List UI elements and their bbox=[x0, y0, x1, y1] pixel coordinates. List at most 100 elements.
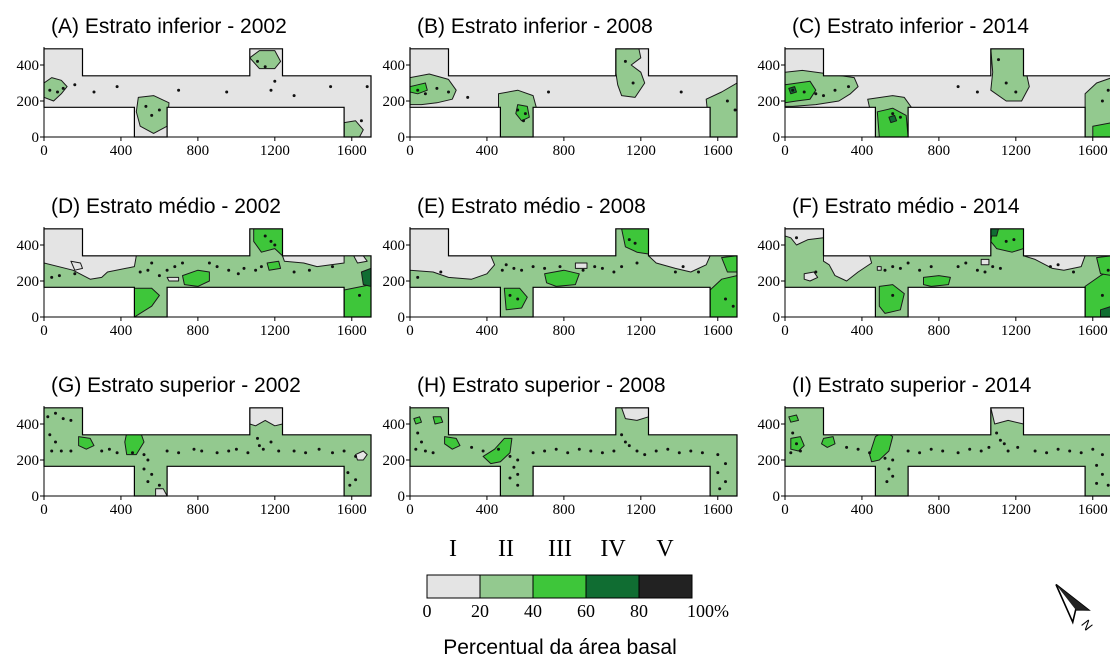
tree-point bbox=[165, 449, 169, 453]
plot-area bbox=[785, 48, 1110, 137]
tree-point bbox=[150, 261, 154, 265]
x-tick-label: 400 bbox=[110, 502, 133, 518]
tree-point bbox=[1004, 239, 1008, 243]
tree-point bbox=[115, 451, 119, 455]
tree-point bbox=[554, 447, 558, 451]
tree-point bbox=[516, 108, 520, 112]
contour-patch bbox=[869, 430, 894, 463]
tree-point bbox=[566, 451, 570, 455]
x-tick-label: 800 bbox=[187, 502, 210, 518]
contour-patch bbox=[155, 488, 168, 496]
map-panel: (E) Estrato médio - 2008 0 400 800 1200 1600 0… bbox=[383, 195, 738, 339]
map-panel: (H) Estrato superior - 2008 0 400 800 1200 16… bbox=[383, 374, 738, 518]
contour-layer bbox=[410, 228, 737, 317]
plot-area bbox=[785, 407, 1110, 496]
tree-point bbox=[504, 263, 508, 267]
tree-point bbox=[331, 265, 334, 269]
x-tick-label: 1600 bbox=[703, 502, 733, 518]
y-tick-label: 200 bbox=[17, 94, 40, 110]
x-tick-label: 1200 bbox=[626, 323, 656, 339]
x-tick-label: 0 bbox=[406, 502, 414, 518]
tree-point bbox=[69, 418, 73, 422]
x-tick-label: 0 bbox=[406, 323, 414, 339]
y-tick-label: 400 bbox=[17, 238, 40, 254]
x-tick-label: 400 bbox=[110, 143, 133, 159]
tree-point bbox=[633, 241, 637, 245]
tree-point bbox=[292, 94, 296, 98]
tree-point bbox=[516, 472, 520, 476]
tree-point bbox=[1045, 451, 1049, 455]
tree-point bbox=[906, 261, 910, 265]
tree-point bbox=[516, 458, 520, 462]
x-tick-label: 0 bbox=[40, 323, 48, 339]
tree-point bbox=[481, 449, 485, 453]
tree-point bbox=[979, 449, 983, 453]
north-arrow-icon: N bbox=[1055, 583, 1096, 633]
tree-point bbox=[431, 451, 435, 455]
tree-point bbox=[956, 451, 960, 455]
panel-title: (I) Estrato superior - 2014 bbox=[792, 374, 1032, 397]
contour-patch bbox=[166, 276, 180, 282]
tree-point bbox=[600, 451, 604, 455]
map-panel: (C) Estrato inferior - 2014 0 400 800 1200 16… bbox=[758, 15, 1110, 159]
map-panel: (F) Estrato médio - 2014 0 400 800 1200 1600 0… bbox=[758, 195, 1110, 339]
tree-point bbox=[1106, 483, 1110, 487]
contour-patch bbox=[788, 414, 799, 423]
tree-point bbox=[177, 88, 181, 92]
tree-point bbox=[365, 85, 369, 89]
legend-class-ii: II bbox=[498, 536, 514, 562]
tree-point bbox=[512, 465, 516, 469]
tree-point bbox=[887, 467, 891, 471]
tree-point bbox=[150, 113, 154, 117]
tree-point bbox=[589, 449, 593, 453]
legend-swatch bbox=[638, 574, 693, 599]
legend-class-i: I bbox=[449, 536, 457, 562]
tree-point bbox=[891, 265, 895, 269]
tree-point bbox=[998, 266, 1002, 270]
tree-point bbox=[975, 268, 979, 272]
tree-point bbox=[439, 270, 443, 274]
tree-point bbox=[59, 449, 63, 453]
tree-point bbox=[883, 268, 887, 272]
y-tick-label: 200 bbox=[383, 94, 406, 110]
tree-point bbox=[600, 266, 604, 270]
tree-point bbox=[681, 265, 685, 269]
y-tick-label: 0 bbox=[773, 130, 781, 146]
tree-point bbox=[157, 108, 161, 112]
y-tick-label: 200 bbox=[758, 453, 781, 469]
tree-point bbox=[891, 474, 895, 478]
tree-point bbox=[956, 265, 960, 269]
tree-point bbox=[791, 431, 795, 435]
y-tick-label: 0 bbox=[32, 310, 40, 326]
panel-title: (E) Estrato médio - 2008 bbox=[417, 195, 646, 218]
y-tick-label: 0 bbox=[398, 310, 406, 326]
tree-point bbox=[73, 83, 77, 87]
contour-patch bbox=[355, 450, 368, 461]
tree-point bbox=[500, 268, 504, 272]
panel-title: (B) Estrato inferior - 2008 bbox=[417, 15, 653, 38]
tree-point bbox=[791, 88, 795, 92]
tree-point bbox=[623, 440, 627, 444]
tree-point bbox=[885, 480, 889, 484]
legend-swatch bbox=[479, 574, 534, 599]
tree-point bbox=[543, 449, 547, 453]
tree-point bbox=[543, 266, 547, 270]
tree-point bbox=[138, 270, 142, 274]
x-tick-label: 1600 bbox=[337, 502, 367, 518]
north-arrow-head bbox=[1055, 583, 1091, 625]
x-tick-label: 400 bbox=[851, 143, 874, 159]
tree-point bbox=[269, 440, 273, 444]
tree-point bbox=[612, 270, 616, 274]
tree-point bbox=[631, 81, 635, 85]
x-tick-label: 0 bbox=[781, 323, 789, 339]
tree-point bbox=[246, 451, 250, 455]
contour-patch bbox=[410, 82, 428, 95]
tree-point bbox=[522, 119, 525, 123]
tree-point bbox=[516, 297, 520, 301]
tree-point bbox=[898, 266, 902, 270]
map-panel: (I) Estrato superior - 2014 0 400 800 1200 16… bbox=[758, 374, 1110, 518]
tree-point bbox=[236, 272, 240, 276]
contour-patch bbox=[888, 114, 898, 124]
tree-point bbox=[423, 92, 427, 96]
tree-point bbox=[416, 431, 420, 435]
